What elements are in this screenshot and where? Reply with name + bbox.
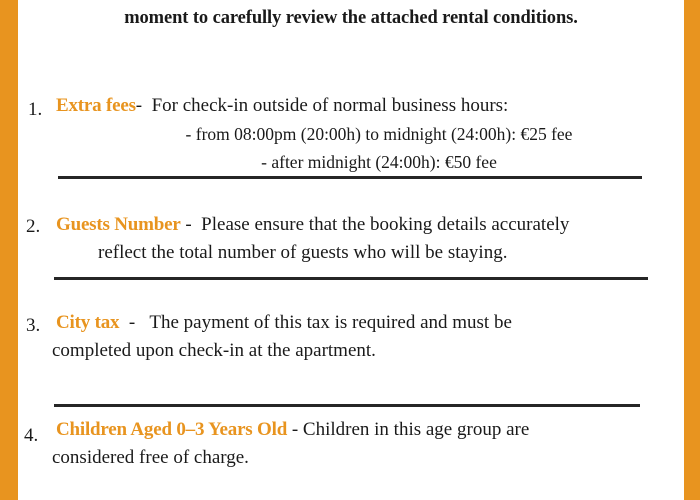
list-item-1: 1. Extra fees- For check-in outside of n… [18, 92, 684, 176]
list-item-4-lead-text: Children in this age group are [302, 419, 530, 440]
list-item-1-subline-2: - after midnight (24:00h): €50 fee [261, 152, 497, 172]
divider-rule-2 [54, 277, 648, 280]
list-item-4-separator: - [291, 419, 299, 440]
divider-rule-1 [58, 176, 642, 179]
list-item-4-number: 4. [24, 425, 39, 446]
list-item-4-line-lead: Children Aged 0–3 Years Old - Children i… [56, 416, 684, 444]
list-item-2: 2. Guests Number - Please ensure that th… [18, 211, 684, 267]
list-item-1-number: 1. [28, 99, 43, 120]
document-content: We appreciate your booking and kindly as… [18, 0, 684, 500]
list-item-4-body: Children Aged 0–3 Years Old - Children i… [52, 416, 684, 472]
list-item-3: 3. City tax - The payment of this tax is… [18, 309, 684, 365]
list-item-2-body: Guests Number - Please ensure that the b… [56, 211, 684, 267]
list-item-2-subline-1: reflect the total number of guests who w… [98, 242, 508, 263]
list-item-3-line-lead: City tax - The payment of this tax is re… [56, 309, 684, 337]
intro-paragraph: We appreciate your booking and kindly as… [18, 0, 684, 32]
list-item-1-body: Extra fees- For check-in outside of norm… [56, 92, 684, 176]
list-item-3-heading: City tax [56, 312, 120, 333]
list-item-1-separator: - [135, 95, 143, 116]
list-item-2-separator: - [185, 214, 192, 235]
list-item-3-body: City tax - The payment of this tax is re… [52, 309, 684, 365]
list-item-1-lead-text: For check-in outside of normal business … [151, 95, 509, 116]
list-item-4-subline-1: considered free of charge. [52, 447, 249, 468]
divider-rule-3 [54, 404, 640, 407]
list-item-1-line-lead: Extra fees- For check-in outside of norm… [56, 92, 684, 120]
list-item-2-lead-text: Please ensure that the booking details a… [201, 214, 570, 235]
list-item-4: 4. Children Aged 0–3 Years Old - Childre… [18, 416, 684, 472]
list-item-3-separator: - [128, 312, 136, 333]
intro-line-visible: moment to carefully review the attached … [124, 8, 578, 28]
right-accent-bar [684, 0, 700, 500]
list-item-3-subline-1: completed upon check-in at the apartment… [52, 340, 376, 361]
list-item-1-subline-1: - from 08:00pm (20:00h) to midnight (24:… [185, 124, 573, 144]
list-item-4-heading: Children Aged 0–3 Years Old [56, 419, 288, 440]
list-item-3-number: 3. [26, 315, 41, 336]
left-accent-bar [0, 0, 18, 500]
list-item-2-line-lead: Guests Number - Please ensure that the b… [56, 211, 684, 239]
list-item-2-number: 2. [26, 216, 41, 237]
list-item-1-heading: Extra fees [56, 95, 136, 116]
list-item-3-lead-text: The payment of this tax is required and … [149, 312, 512, 333]
list-item-2-heading: Guests Number [56, 214, 181, 235]
